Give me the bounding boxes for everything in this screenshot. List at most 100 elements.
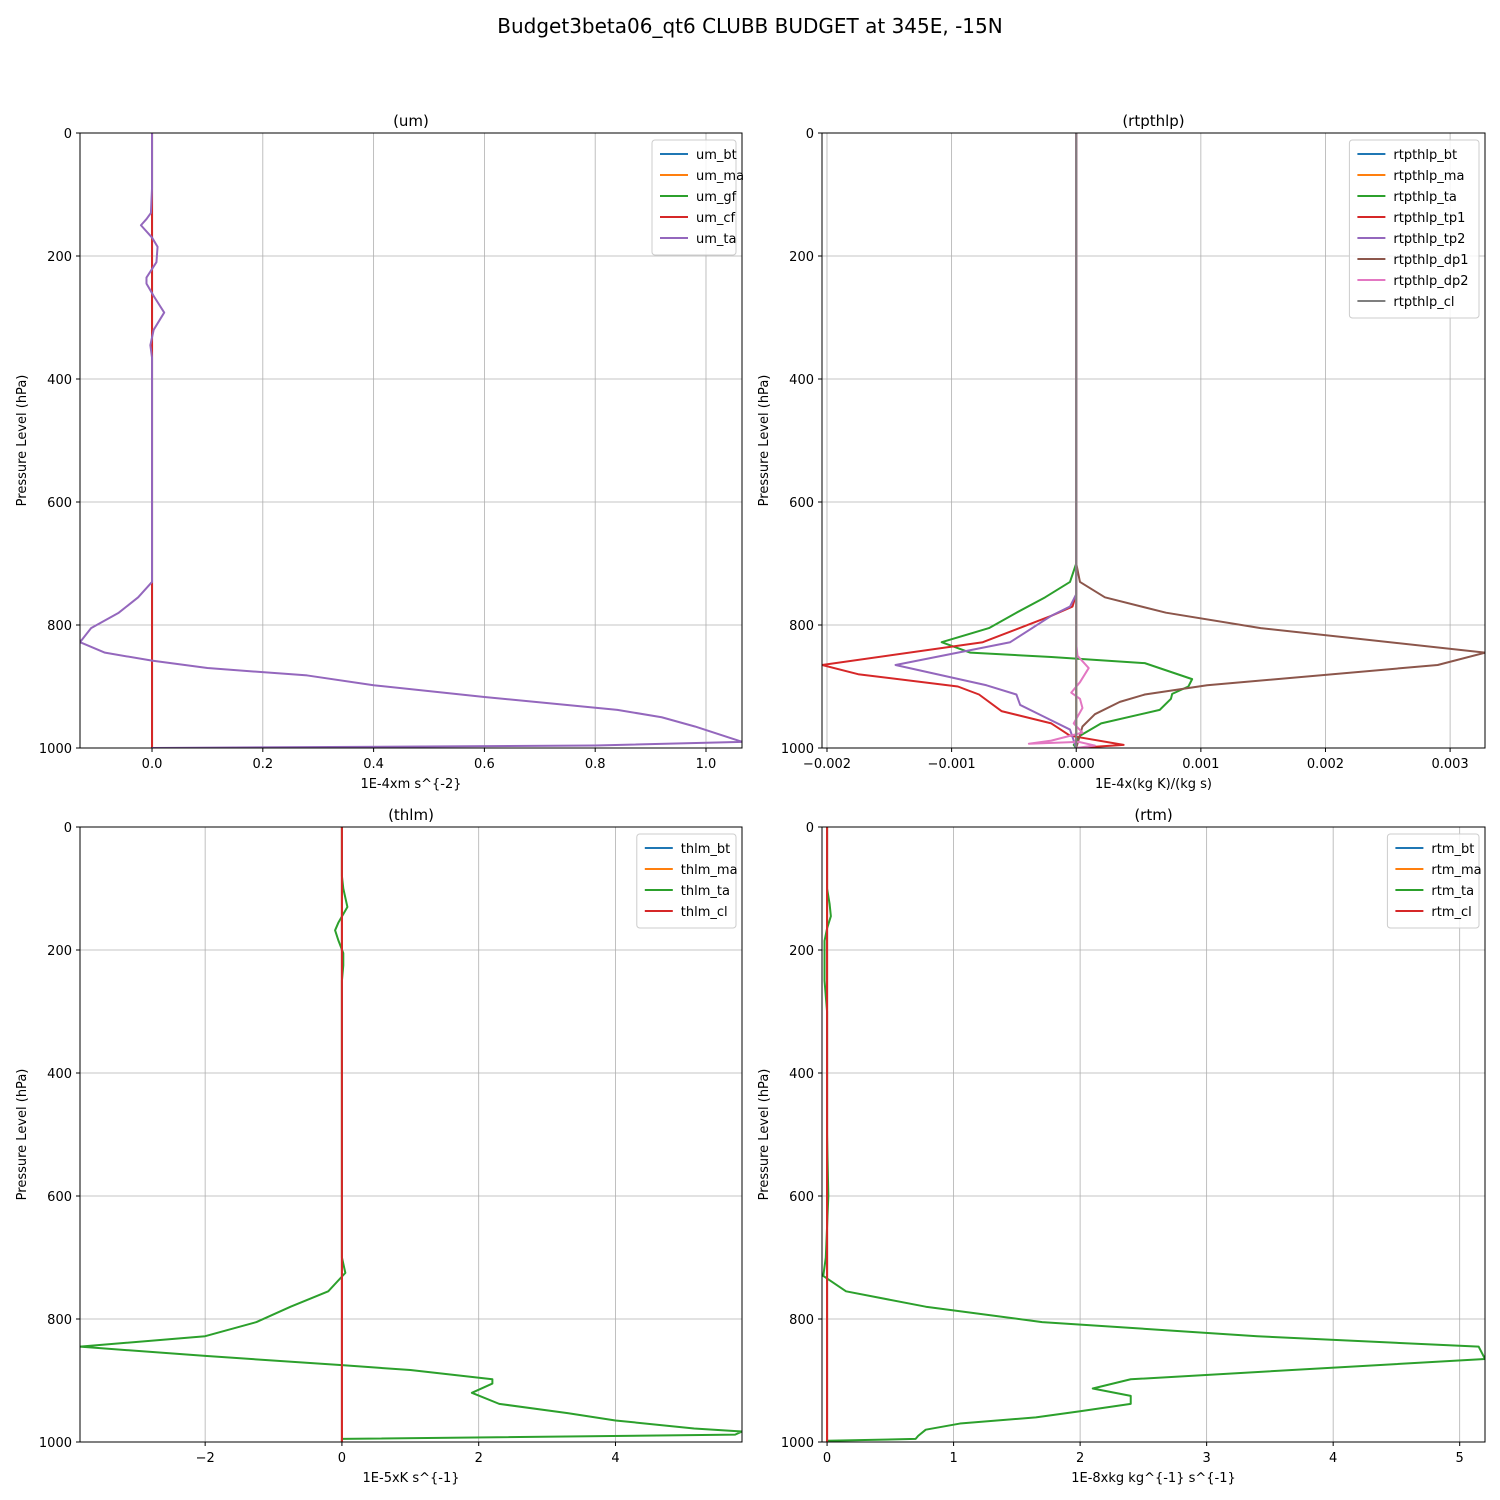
series-line-um-ta <box>80 133 742 748</box>
legend-label: rtm_cl <box>1431 905 1471 920</box>
x-tick-label: 0.2 <box>252 757 273 772</box>
panel-thlm: −2 0 2 4 0 200 400 600 800 1000 (thlm) 1E-5xK s^{-1… <box>15 806 743 1486</box>
y-tick-label: 600 <box>47 496 72 511</box>
y-tick-label: 200 <box>47 250 72 265</box>
x-tick-label: 0 <box>823 1451 831 1466</box>
y-tick-label: 400 <box>47 373 72 388</box>
y-tick-label: 800 <box>47 1313 72 1328</box>
legend-label: thlm_ta <box>681 884 730 899</box>
x-tick-label: 4 <box>611 1451 619 1466</box>
legend-label: um_gf <box>696 190 737 205</box>
x-tick-label: 0.003 <box>1431 757 1468 772</box>
y-tick-label: 1000 <box>781 1436 814 1451</box>
y-tick-label: 800 <box>789 1313 814 1328</box>
legend-label: um_cf <box>696 211 736 226</box>
y-tick-label: 1000 <box>39 1436 72 1451</box>
legend-label: rtpthlp_tp1 <box>1393 211 1465 226</box>
y-tick-label: 200 <box>789 250 814 265</box>
legend-box <box>651 139 737 256</box>
x-axis-label: 1E-5xK s^{-1} <box>363 1471 460 1486</box>
y-tick-label: 600 <box>47 1190 72 1205</box>
x-tick-label: 0.002 <box>1307 757 1344 772</box>
legend-box <box>1386 833 1480 929</box>
panel-um: 0.0 0.2 0.4 0.6 0.8 1.0 0 200 400 600 800 1000 (um) 1… <box>15 112 744 792</box>
y-tick-label: 0 <box>806 821 814 836</box>
legend-label: rtm_ma <box>1431 863 1481 878</box>
legend-label: um_ma <box>696 169 744 184</box>
x-tick-label: 4 <box>1329 1451 1337 1466</box>
x-tick-label: 0.6 <box>474 757 495 772</box>
y-axis-label: Pressure Level (hPa) <box>15 1069 30 1201</box>
y-axis-label: Pressure Level (hPa) <box>15 375 30 507</box>
x-tick-label: 0.4 <box>363 757 384 772</box>
x-tick-label: 0.000 <box>1058 757 1095 772</box>
x-tick-label: 3 <box>1203 1451 1211 1466</box>
x-tick-label: 0 <box>338 1451 346 1466</box>
series-line-rtpthlp-dp1 <box>1075 133 1485 748</box>
y-axis-label: Pressure Level (hPa) <box>757 375 772 507</box>
legend-label: thlm_bt <box>681 842 730 857</box>
y-tick-label: 0 <box>64 821 72 836</box>
series-line-rtm-ta <box>822 827 1485 1442</box>
y-tick-label: 200 <box>789 944 814 959</box>
y-tick-label: 800 <box>789 619 814 634</box>
panel-title: (thlm) <box>388 806 434 824</box>
plot-frame <box>821 826 1486 1443</box>
legend-label: thlm_ma <box>681 863 738 878</box>
x-tick-label: −2 <box>196 1451 215 1466</box>
y-tick-label: 600 <box>789 1190 814 1205</box>
y-tick-label: 0 <box>806 127 814 142</box>
x-tick-label: 0.8 <box>585 757 606 772</box>
y-tick-label: 0 <box>64 127 72 142</box>
x-tick-label: 2 <box>475 1451 483 1466</box>
series-line-rtpthlp-tp2 <box>894 133 1078 748</box>
legend-label: um_ta <box>696 232 736 247</box>
series-line-rtpthlp-dp2 <box>1027 133 1096 748</box>
series-line-rtpthlp-ta <box>940 133 1194 748</box>
y-tick-label: 1000 <box>39 742 72 757</box>
panel-rtpthlp: −0.002 −0.001 0.000 0.001 0.002 0.003 0 200 400 6… <box>757 112 1486 792</box>
legend-label: rtpthlp_ma <box>1393 169 1464 184</box>
legend-label: rtm_bt <box>1431 842 1474 857</box>
legend-box <box>1348 139 1480 319</box>
legend-label: rtpthlp_tp2 <box>1393 232 1465 247</box>
x-tick-label: 0.0 <box>142 757 163 772</box>
x-tick-label: −0.002 <box>803 757 851 772</box>
x-tick-label: 5 <box>1456 1451 1464 1466</box>
x-axis-label: 1E-4x(kg K)/(kg s) <box>1095 777 1212 792</box>
legend-label: um_bt <box>696 148 737 163</box>
legend-label: rtpthlp_cl <box>1393 295 1454 310</box>
legend-label: rtm_ta <box>1431 884 1474 899</box>
legend-label: rtpthlp_dp2 <box>1393 274 1468 289</box>
plot-frame <box>821 132 1486 749</box>
y-tick-label: 800 <box>47 619 72 634</box>
y-tick-label: 400 <box>789 1067 814 1082</box>
x-tick-label: 1.0 <box>696 757 717 772</box>
x-tick-label: 2 <box>1076 1451 1084 1466</box>
series-group <box>80 827 742 1442</box>
figure-title: Budget3beta06_qt6 CLUBB BUDGET at 345E, … <box>497 14 1003 38</box>
series-line-thlm-ta <box>80 827 742 1442</box>
x-tick-label: 0.001 <box>1182 757 1219 772</box>
x-axis-label: 1E-4xm s^{-2} <box>360 777 461 792</box>
x-axis-label: 1E-8xkg kg^{-1} s^{-1} <box>1071 1471 1236 1486</box>
y-tick-label: 1000 <box>781 742 814 757</box>
y-tick-label: 600 <box>789 496 814 511</box>
y-tick-label: 400 <box>789 373 814 388</box>
legend-label: thlm_cl <box>681 905 728 920</box>
y-axis-label: Pressure Level (hPa) <box>757 1069 772 1201</box>
panel-rtm: 0 1 2 3 4 5 0 200 400 600 800 1000 (rtm) 1E-8xkg kg^{… <box>757 806 1486 1486</box>
plot-frame <box>79 132 743 749</box>
panel-title: (rtm) <box>1134 806 1172 824</box>
panel-title: (rtpthlp) <box>1122 112 1184 130</box>
legend-label: rtpthlp_dp1 <box>1393 253 1468 268</box>
series-group <box>822 133 1485 748</box>
y-tick-label: 400 <box>47 1067 72 1082</box>
panel-title: (um) <box>393 112 429 130</box>
series-group <box>80 133 742 748</box>
y-tick-label: 200 <box>47 944 72 959</box>
legend-box <box>636 833 737 929</box>
x-tick-label: 1 <box>949 1451 957 1466</box>
legend-label: rtpthlp_bt <box>1393 148 1457 163</box>
series-group <box>822 827 1485 1442</box>
